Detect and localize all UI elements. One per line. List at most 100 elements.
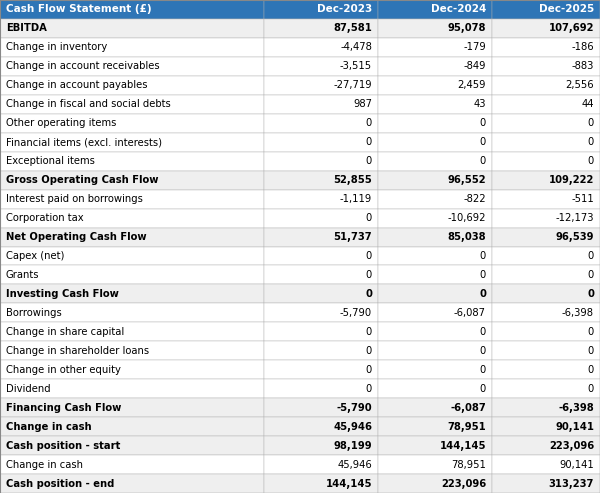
Text: 0: 0 [366, 346, 372, 356]
Text: Change in cash: Change in cash [6, 459, 83, 469]
Bar [0, 228, 264, 246]
Bar [378, 171, 492, 190]
Text: 44: 44 [581, 99, 594, 109]
Text: 0: 0 [479, 289, 486, 299]
Bar [378, 360, 492, 379]
Text: Financing Cash Flow: Financing Cash Flow [6, 403, 121, 413]
Text: 0: 0 [588, 365, 594, 375]
Text: 45,946: 45,946 [337, 459, 372, 469]
Bar [0, 38, 264, 57]
Bar [0, 95, 264, 114]
Bar [264, 265, 378, 284]
Bar [0, 284, 264, 303]
Bar [378, 0, 492, 19]
Text: Exceptional items: Exceptional items [6, 156, 95, 166]
Text: Change in shareholder loans: Change in shareholder loans [6, 346, 149, 356]
Bar [378, 455, 492, 474]
Bar [492, 133, 600, 152]
Bar [378, 38, 492, 57]
Bar [0, 57, 264, 76]
Bar [0, 246, 264, 265]
Bar [264, 57, 378, 76]
Bar [264, 379, 378, 398]
Bar [378, 341, 492, 360]
Text: Corporation tax: Corporation tax [6, 213, 83, 223]
Text: -10,692: -10,692 [448, 213, 486, 223]
Bar [378, 474, 492, 493]
Bar [0, 114, 264, 133]
Bar [0, 417, 264, 436]
Text: Borrowings: Borrowings [6, 308, 62, 318]
Bar [378, 303, 492, 322]
Text: Net Operating Cash Flow: Net Operating Cash Flow [6, 232, 146, 242]
Bar [264, 417, 378, 436]
Bar [264, 190, 378, 209]
Text: -5,790: -5,790 [340, 308, 372, 318]
Text: 0: 0 [366, 327, 372, 337]
Text: -27,719: -27,719 [334, 80, 372, 90]
Text: -511: -511 [571, 194, 594, 204]
Bar [378, 246, 492, 265]
Text: 223,096: 223,096 [441, 479, 486, 489]
Bar [0, 19, 264, 38]
Bar [0, 209, 264, 228]
Text: 0: 0 [480, 327, 486, 337]
Bar [492, 114, 600, 133]
Text: Other operating items: Other operating items [6, 118, 116, 128]
Text: 45,946: 45,946 [333, 422, 372, 432]
Bar [0, 341, 264, 360]
Bar [378, 19, 492, 38]
Text: 0: 0 [365, 289, 372, 299]
Text: Grants: Grants [6, 270, 40, 280]
Bar [492, 379, 600, 398]
Text: 0: 0 [588, 384, 594, 394]
Text: 52,855: 52,855 [333, 175, 372, 185]
Bar [492, 417, 600, 436]
Bar [378, 417, 492, 436]
Text: Financial items (excl. interests): Financial items (excl. interests) [6, 137, 162, 147]
Text: 90,141: 90,141 [555, 422, 594, 432]
Bar [492, 284, 600, 303]
Text: 85,038: 85,038 [448, 232, 486, 242]
Text: 0: 0 [587, 289, 594, 299]
Bar [0, 190, 264, 209]
Text: 0: 0 [366, 270, 372, 280]
Text: -883: -883 [572, 61, 594, 71]
Text: 0: 0 [588, 137, 594, 147]
Text: 107,692: 107,692 [548, 24, 594, 34]
Text: 78,951: 78,951 [447, 422, 486, 432]
Text: 987: 987 [353, 99, 372, 109]
Bar [0, 360, 264, 379]
Bar [492, 209, 600, 228]
Bar [0, 76, 264, 95]
Bar [264, 322, 378, 341]
Bar [264, 455, 378, 474]
Text: -1,119: -1,119 [340, 194, 372, 204]
Text: 51,737: 51,737 [334, 232, 372, 242]
Text: 78,951: 78,951 [451, 459, 486, 469]
Bar [492, 246, 600, 265]
Text: 144,145: 144,145 [440, 441, 486, 451]
Bar [378, 228, 492, 246]
Text: 0: 0 [480, 270, 486, 280]
Bar [264, 360, 378, 379]
Text: Change in fiscal and social debts: Change in fiscal and social debts [6, 99, 171, 109]
Bar [492, 38, 600, 57]
Bar [264, 474, 378, 493]
Bar [0, 455, 264, 474]
Text: 0: 0 [366, 118, 372, 128]
Text: 96,552: 96,552 [448, 175, 486, 185]
Text: 0: 0 [480, 365, 486, 375]
Text: Change in other equity: Change in other equity [6, 365, 121, 375]
Text: -6,398: -6,398 [558, 403, 594, 413]
Bar [0, 0, 264, 19]
Bar [264, 114, 378, 133]
Text: Change in account receivables: Change in account receivables [6, 61, 160, 71]
Bar [378, 284, 492, 303]
Bar [264, 133, 378, 152]
Text: -179: -179 [463, 42, 486, 52]
Bar [492, 360, 600, 379]
Text: 0: 0 [366, 213, 372, 223]
Bar [492, 436, 600, 455]
Bar [0, 322, 264, 341]
